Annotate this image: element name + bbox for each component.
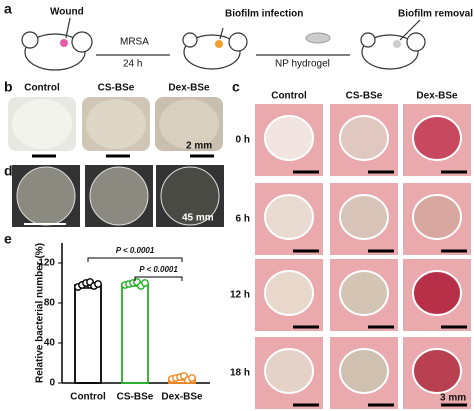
mouse [21, 31, 426, 71]
panel-label: c [232, 79, 240, 95]
annotation: P < 0.0001 [116, 246, 155, 255]
column-label: Dex-BSe [416, 91, 458, 102]
x-tick-label: CS-BSe [117, 392, 154, 403]
bracket [87, 257, 183, 262]
y-tick-label: 80 [44, 298, 56, 309]
row-label: 0 h [236, 135, 250, 146]
y-axis-title: Relative bacterial number (%) [35, 243, 46, 383]
panel-label: a [4, 1, 12, 17]
wound [264, 270, 314, 316]
wound [339, 270, 389, 316]
y-tick-label: 0 [49, 378, 55, 389]
scale-label: 2 mm [186, 141, 212, 152]
wound [264, 115, 314, 161]
wound [264, 194, 314, 240]
wound [412, 115, 462, 161]
column-label: Control [24, 83, 60, 94]
hydrogel-photos [8, 97, 223, 158]
wound [60, 39, 68, 47]
row-label: 12 h [230, 290, 250, 301]
hydrogel [305, 32, 331, 44]
label: Biofilm infection [225, 9, 303, 20]
row-label: 6 h [236, 214, 250, 225]
bracket [134, 276, 183, 281]
scale-label: 3 mm [440, 393, 466, 404]
wound [339, 348, 389, 394]
data-point [94, 280, 102, 288]
panel-label: d [4, 163, 13, 179]
scale-label: 45 mm [182, 213, 214, 224]
wound [264, 348, 314, 394]
panel-label: e [4, 231, 12, 247]
column-label: Control [271, 91, 307, 102]
column-label: CS-BSe [346, 91, 383, 102]
chart: 0 40 80 120 Control CS-BSe Dex-BSe P < 0.0001 P … [38, 243, 210, 403]
plates [12, 165, 224, 227]
label: Wound [50, 7, 84, 18]
wound [412, 270, 462, 316]
label: MRSA [120, 37, 149, 48]
bar [74, 284, 102, 384]
panel-label: b [4, 79, 13, 95]
wound [412, 348, 462, 394]
x-tick-label: Control [70, 392, 106, 403]
label: 24 h [123, 59, 142, 70]
row-label: 18 h [230, 368, 250, 379]
infection [215, 40, 223, 48]
wound [339, 194, 389, 240]
x-tick-label: Dex-BSe [161, 392, 203, 403]
bar [121, 283, 149, 384]
label: NP hydrogel [275, 59, 330, 70]
data-point [141, 279, 149, 287]
y-tick-label: 40 [44, 338, 56, 349]
wound [412, 194, 462, 240]
column-label: CS-BSe [98, 83, 135, 94]
column-label: Dex-BSe [168, 83, 210, 94]
wound [339, 115, 389, 161]
label: Biofilm removal [398, 9, 473, 20]
annotation: P < 0.0001 [139, 265, 178, 274]
removed [393, 40, 401, 48]
y-tick-label: 120 [38, 258, 55, 269]
arrows [65, 17, 421, 56]
data-point [188, 374, 196, 382]
wound-photos [255, 104, 471, 409]
